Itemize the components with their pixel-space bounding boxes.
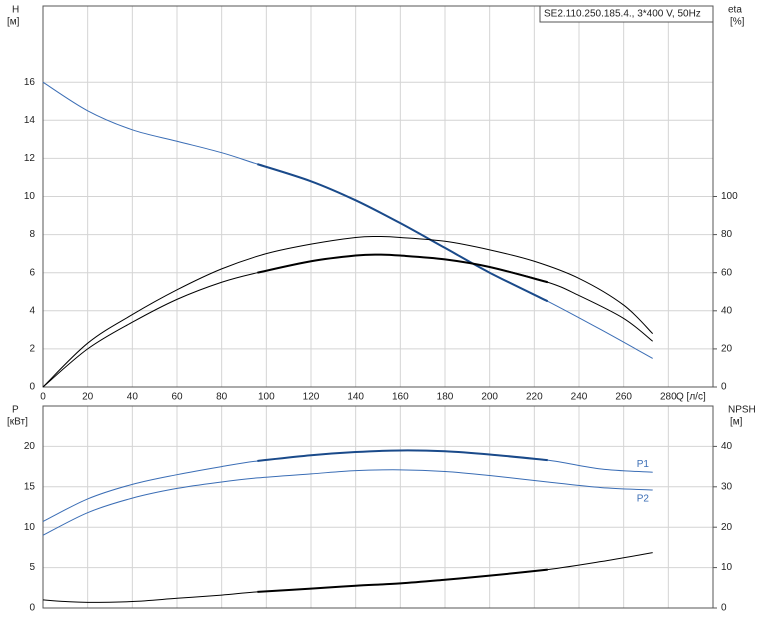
y2-tick-label: 10 bbox=[721, 562, 733, 573]
y-tick-label: 10 bbox=[24, 522, 36, 533]
y-tick-label: 14 bbox=[24, 115, 36, 126]
y-axis-unit: [кВт] bbox=[7, 417, 28, 428]
x-tick-label: 60 bbox=[171, 392, 183, 403]
series-label: P1 bbox=[637, 459, 650, 470]
y2-axis-label: NPSH bbox=[728, 405, 756, 416]
y-tick-label: 15 bbox=[24, 481, 36, 492]
y-axis-label: H bbox=[12, 5, 19, 16]
x-tick-label: 240 bbox=[571, 392, 588, 403]
x-tick-label: 180 bbox=[437, 392, 454, 403]
y-tick-label: 10 bbox=[24, 191, 36, 202]
series-line bbox=[257, 163, 549, 303]
chart-title: SE2.110.250.185.4., 3*400 V, 50Hz bbox=[544, 9, 701, 20]
y-tick-label: 4 bbox=[29, 305, 35, 316]
y2-axis-unit: [%] bbox=[730, 17, 745, 28]
y2-tick-label: 60 bbox=[721, 267, 733, 278]
x-tick-label: 280 bbox=[660, 392, 677, 403]
series-line bbox=[257, 253, 548, 284]
series-line bbox=[42, 235, 654, 388]
y-tick-label: 20 bbox=[24, 441, 36, 452]
y-tick-label: 0 bbox=[29, 603, 35, 614]
y2-tick-label: 30 bbox=[721, 481, 733, 492]
y2-tick-label: 40 bbox=[721, 441, 733, 452]
x-tick-label: 100 bbox=[258, 392, 275, 403]
y2-tick-label: 0 bbox=[721, 603, 727, 614]
plot-frame bbox=[42, 405, 714, 609]
x-axis-label: Q [л/с] bbox=[676, 392, 706, 403]
y2-tick-label: 0 bbox=[721, 382, 727, 393]
y2-tick-label: 20 bbox=[721, 344, 733, 355]
series-line bbox=[257, 449, 548, 462]
x-tick-label: 140 bbox=[347, 392, 364, 403]
y2-tick-label: 20 bbox=[721, 522, 733, 533]
plot-frame bbox=[42, 5, 714, 388]
x-tick-label: 40 bbox=[127, 392, 139, 403]
y2-tick-label: 100 bbox=[721, 191, 738, 202]
y-axis-label: P bbox=[12, 405, 19, 416]
y-tick-label: 12 bbox=[24, 153, 36, 164]
y2-axis-label: eta bbox=[728, 5, 742, 16]
y-tick-label: 6 bbox=[29, 267, 35, 278]
y2-tick-label: 80 bbox=[721, 229, 733, 240]
x-tick-label: 220 bbox=[526, 392, 543, 403]
x-tick-label: 20 bbox=[82, 392, 94, 403]
y2-tick-label: 40 bbox=[721, 305, 733, 316]
y-tick-label: 0 bbox=[29, 382, 35, 393]
x-tick-label: 0 bbox=[40, 392, 46, 403]
y-tick-label: 8 bbox=[29, 229, 35, 240]
y-axis-unit: [м] bbox=[7, 17, 20, 28]
x-tick-label: 80 bbox=[216, 392, 228, 403]
y-tick-label: 2 bbox=[29, 344, 35, 355]
series-line bbox=[42, 469, 653, 536]
y2-axis-unit: [м] bbox=[730, 417, 743, 428]
x-tick-label: 120 bbox=[303, 392, 320, 403]
y-tick-label: 16 bbox=[24, 77, 36, 88]
title-box bbox=[539, 5, 714, 23]
series-line bbox=[257, 568, 548, 593]
x-tick-label: 260 bbox=[615, 392, 632, 403]
y-tick-label: 5 bbox=[29, 562, 35, 573]
x-tick-label: 200 bbox=[481, 392, 498, 403]
series-label: P2 bbox=[637, 494, 650, 505]
x-tick-label: 160 bbox=[392, 392, 409, 403]
